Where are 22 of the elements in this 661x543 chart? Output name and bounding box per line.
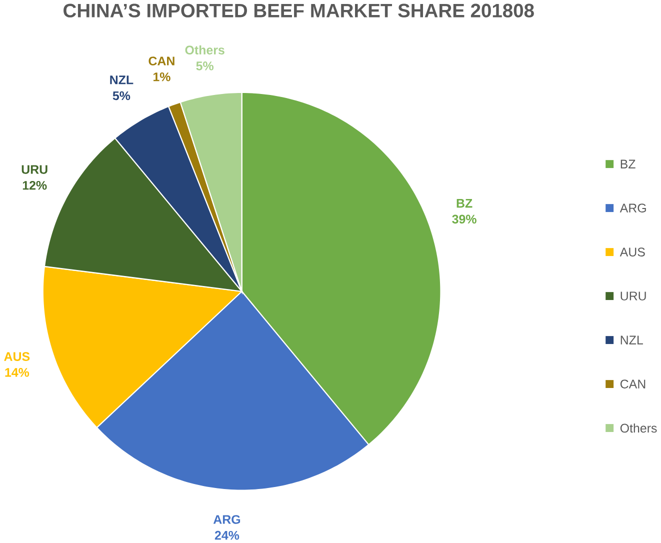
legend-label: URU bbox=[620, 291, 646, 300]
data-label: 1% bbox=[153, 72, 170, 81]
slice-label: NZL bbox=[110, 75, 134, 84]
legend-label: CAN bbox=[620, 379, 646, 388]
data-label: 5% bbox=[196, 61, 214, 70]
chart-title: CHINA’S IMPORTED BEEF MARKET SHARE 201808 bbox=[64, 4, 534, 18]
slice-label: Others bbox=[185, 45, 224, 54]
data-label: 14% bbox=[5, 368, 30, 377]
data-label: 39% bbox=[452, 214, 476, 224]
data-label: 12% bbox=[22, 180, 47, 190]
slice-label: BZ bbox=[456, 198, 472, 208]
legend-label: ARG bbox=[620, 203, 646, 212]
legend-label: AUS bbox=[620, 247, 645, 256]
slice-label: URU bbox=[22, 164, 48, 174]
slice-label: CAN bbox=[148, 56, 174, 66]
slice-label: AUS bbox=[4, 352, 30, 361]
data-label: 5% bbox=[112, 91, 130, 100]
slice-label: ARG bbox=[213, 514, 240, 524]
legend-label: Others bbox=[620, 423, 657, 432]
data-label: 24% bbox=[214, 530, 240, 540]
legend-label: BZ bbox=[620, 160, 636, 168]
legend-label: NZL bbox=[620, 336, 643, 344]
